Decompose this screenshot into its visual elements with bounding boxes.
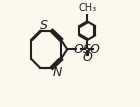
Text: O: O [90, 43, 100, 56]
Text: S: S [83, 43, 91, 56]
Text: O: O [74, 43, 84, 56]
Text: O: O [82, 51, 92, 64]
Text: N: N [52, 66, 62, 79]
Text: CH₃: CH₃ [78, 3, 96, 13]
Text: S: S [40, 19, 48, 32]
